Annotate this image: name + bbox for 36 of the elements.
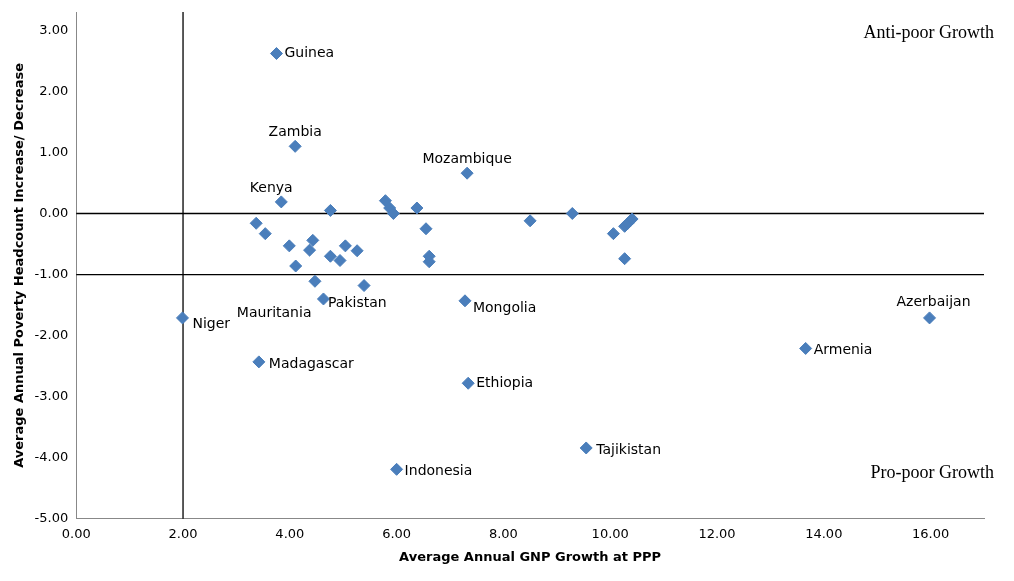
y-tick-label: -1.00	[34, 265, 69, 281]
annotation: Azerbaijan	[896, 292, 971, 309]
x-axis-title: Average Annual GNP Growth at PPP	[399, 548, 662, 564]
x-tick-label: 12.00	[698, 525, 736, 541]
x-tick-label: 0.00	[61, 525, 91, 541]
annotation: Mozambique	[422, 149, 512, 166]
annotation: Niger	[192, 314, 231, 331]
x-tick-label: 16.00	[911, 525, 950, 541]
y-tick-label: -2.00	[34, 326, 69, 342]
x-tick-label: 4.00	[275, 525, 305, 541]
y-tick-label: 1.00	[39, 143, 69, 159]
y-tick-label: 2.00	[39, 82, 69, 98]
y-tick-label: -5.00	[34, 510, 69, 526]
annotation: Guinea	[284, 44, 335, 61]
annotation: Zambia	[268, 122, 322, 139]
annotation: Tajikistan	[595, 440, 662, 457]
x-tick-label: 10.00	[591, 525, 629, 541]
x-tick-label: 2.00	[168, 525, 198, 541]
annotation: Indonesia	[404, 461, 473, 478]
y-tick-label: -3.00	[34, 388, 69, 404]
y-axis-title: Average Annual Poverty Headcount Increase/ Decrease	[11, 62, 27, 468]
x-tick-label: 8.00	[488, 525, 518, 541]
y-tick-label: 0.00	[39, 204, 69, 220]
annotation: Ethiopia	[476, 373, 534, 390]
y-tick-label: -4.00	[34, 449, 69, 465]
annotation: Armenia	[813, 341, 873, 358]
y-tick-label: 3.00	[39, 21, 69, 37]
x-tick-label: 14.00	[805, 525, 843, 541]
annotation: Mongolia	[472, 299, 537, 316]
annotation: Mauritania	[236, 303, 312, 320]
annotation: Kenya	[249, 178, 293, 195]
x-tick-label: 6.00	[382, 525, 412, 541]
annotation: Madagascar	[268, 354, 355, 371]
annotation: Anti-poor Growth	[863, 21, 994, 42]
annotation: Pro-poor Growth	[870, 461, 994, 482]
annotation: Pakistan	[328, 294, 387, 311]
